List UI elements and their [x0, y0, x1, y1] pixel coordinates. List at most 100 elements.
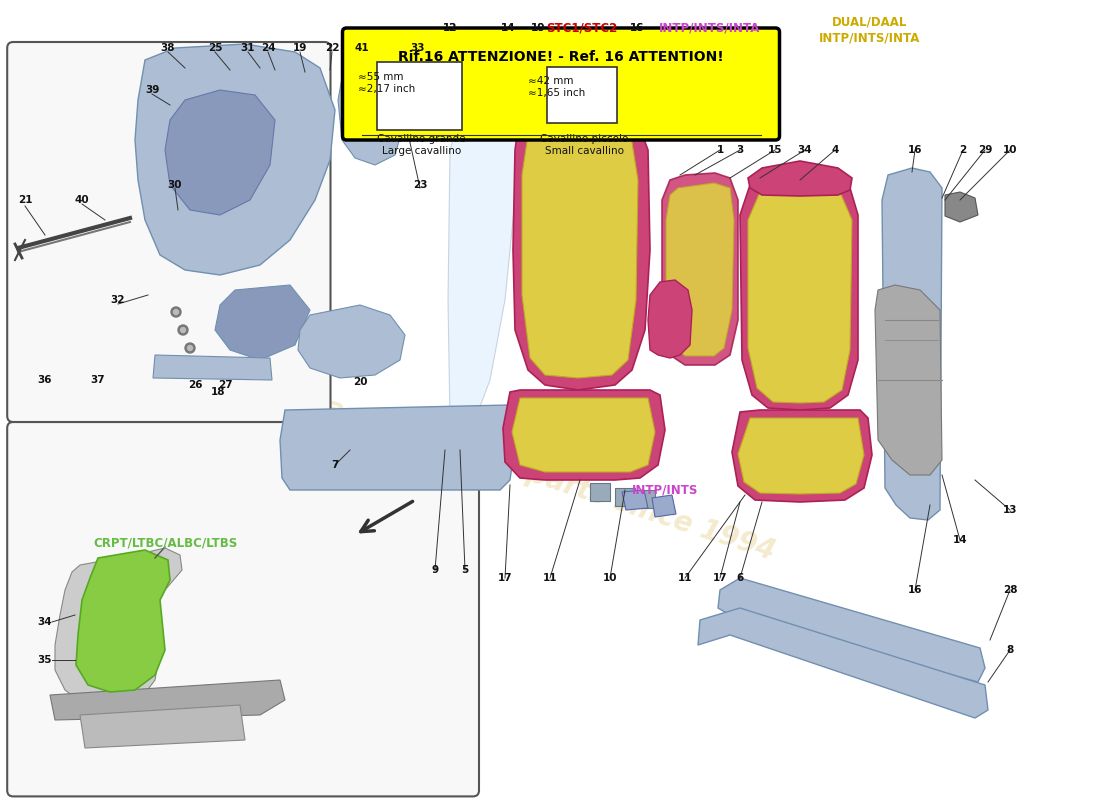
Text: 39: 39: [145, 85, 160, 95]
Polygon shape: [448, 75, 518, 430]
Polygon shape: [80, 705, 245, 748]
Polygon shape: [513, 105, 650, 390]
Text: 14: 14: [500, 23, 515, 33]
FancyBboxPatch shape: [8, 422, 478, 796]
Text: 35: 35: [37, 655, 53, 665]
Bar: [376, 62, 462, 130]
Polygon shape: [718, 578, 984, 682]
Text: 16: 16: [629, 23, 645, 33]
Text: 30: 30: [167, 180, 183, 190]
Text: 33: 33: [410, 43, 426, 53]
Text: 13: 13: [1003, 505, 1018, 515]
Polygon shape: [648, 280, 692, 358]
Text: 12: 12: [442, 23, 458, 33]
Text: INTP/INTS/INTA: INTP/INTS/INTA: [820, 31, 921, 45]
Text: 12: 12: [443, 23, 458, 33]
Text: 17: 17: [713, 573, 727, 583]
Polygon shape: [495, 80, 538, 140]
Text: CRPT/LTBC/ALBC/LTBS: CRPT/LTBC/ALBC/LTBS: [92, 537, 238, 550]
Text: 9: 9: [431, 565, 439, 575]
Text: 28: 28: [1003, 585, 1018, 595]
Text: Rif.16 ATTENZIONE! - Ref. 16 ATTENTION!: Rif.16 ATTENZIONE! - Ref. 16 ATTENTION!: [398, 50, 724, 64]
Polygon shape: [165, 90, 275, 215]
Text: 5: 5: [461, 565, 469, 575]
Text: 23: 23: [412, 180, 427, 190]
Circle shape: [187, 346, 192, 350]
Circle shape: [170, 307, 182, 317]
Polygon shape: [666, 183, 734, 356]
Text: 11: 11: [542, 573, 558, 583]
Polygon shape: [945, 192, 978, 222]
Polygon shape: [590, 483, 610, 501]
Text: STC1/STC2: STC1/STC2: [547, 22, 617, 34]
Polygon shape: [615, 488, 635, 506]
Bar: [547, 67, 616, 123]
Polygon shape: [635, 490, 654, 508]
Circle shape: [180, 327, 186, 333]
Text: 16: 16: [908, 145, 922, 155]
Circle shape: [178, 325, 188, 335]
Text: 15: 15: [768, 145, 782, 155]
Text: 31: 31: [241, 43, 255, 53]
Polygon shape: [55, 548, 182, 710]
Text: ≈55 mm
≈2,17 inch: ≈55 mm ≈2,17 inch: [359, 72, 416, 94]
Polygon shape: [738, 418, 864, 494]
Text: 19: 19: [293, 43, 307, 53]
Text: 27: 27: [218, 380, 232, 390]
Polygon shape: [535, 88, 638, 120]
Polygon shape: [76, 550, 170, 692]
Text: INTP/INTS: INTP/INTS: [631, 483, 698, 497]
Polygon shape: [740, 177, 858, 410]
Text: a passion for parts since 1994: a passion for parts since 1994: [321, 394, 779, 566]
Text: Cavallino piccolo
Small cavallino: Cavallino piccolo Small cavallino: [540, 134, 629, 155]
Text: 10: 10: [531, 23, 544, 33]
Polygon shape: [522, 118, 638, 378]
Text: 40: 40: [75, 195, 89, 205]
FancyBboxPatch shape: [342, 28, 780, 140]
Text: 34: 34: [37, 617, 53, 627]
Text: 38: 38: [161, 43, 175, 53]
Text: DUAL/DAAL: DUAL/DAAL: [833, 15, 908, 29]
Text: 18: 18: [211, 387, 226, 397]
Polygon shape: [748, 161, 852, 196]
Text: 10: 10: [530, 23, 546, 33]
Polygon shape: [50, 680, 285, 720]
Text: 29: 29: [978, 145, 992, 155]
Text: 8: 8: [1006, 645, 1013, 655]
Text: 36: 36: [37, 375, 53, 385]
Text: 17: 17: [497, 573, 513, 583]
Text: 21: 21: [18, 195, 32, 205]
Text: 11: 11: [678, 573, 692, 583]
Polygon shape: [698, 608, 988, 718]
Text: 4: 4: [832, 145, 838, 155]
Text: 6: 6: [736, 573, 744, 583]
Text: 2: 2: [959, 145, 967, 155]
Text: 32: 32: [111, 295, 125, 305]
Text: 10: 10: [1003, 145, 1018, 155]
Text: 25: 25: [208, 43, 222, 53]
Text: Cavallino grande
Large cavallino: Cavallino grande Large cavallino: [377, 134, 465, 155]
Text: ≈42 mm
≈1,65 inch: ≈42 mm ≈1,65 inch: [528, 76, 585, 98]
Polygon shape: [882, 168, 942, 520]
Polygon shape: [621, 490, 648, 510]
FancyBboxPatch shape: [8, 42, 330, 422]
Text: 22: 22: [324, 43, 339, 53]
Polygon shape: [732, 410, 872, 502]
Polygon shape: [338, 56, 408, 165]
Polygon shape: [874, 285, 942, 475]
Text: 20: 20: [353, 377, 367, 387]
Text: 14: 14: [953, 535, 967, 545]
Circle shape: [174, 310, 178, 314]
Polygon shape: [280, 405, 515, 490]
Text: 41: 41: [354, 43, 370, 53]
Text: 24: 24: [261, 43, 275, 53]
Polygon shape: [298, 305, 405, 378]
Text: 16: 16: [908, 585, 922, 595]
Text: INTP/INTS/INTA: INTP/INTS/INTA: [659, 22, 761, 34]
Polygon shape: [503, 390, 666, 480]
Text: 3: 3: [736, 145, 744, 155]
Polygon shape: [214, 285, 310, 360]
Text: 37: 37: [90, 375, 106, 385]
Text: 34: 34: [798, 145, 812, 155]
Text: 16: 16: [630, 23, 644, 33]
